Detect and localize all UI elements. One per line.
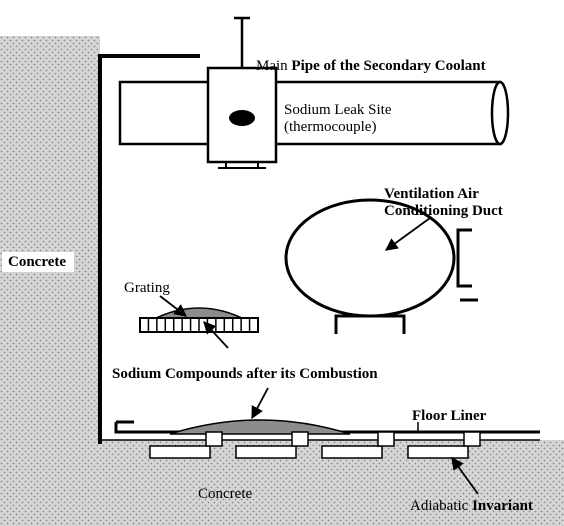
label-compounds: Sodium Compounds after its Combustion (112, 366, 378, 383)
sodium-leak-site (229, 110, 255, 126)
text-line2: Conditioning Duct (384, 203, 503, 220)
label-grating: Grating (124, 280, 170, 297)
label-adiabatic: Adiabatic Invariant (410, 498, 533, 515)
text: Main (256, 58, 288, 74)
label-leak: Sodium Leak Site (thermocouple) (284, 102, 392, 137)
label-main-pipe: Main Pipe of the Secondary Coolant (256, 58, 486, 75)
pipe-end-cap (492, 82, 508, 144)
diagram-svg (0, 0, 564, 526)
text-bold: Invariant (472, 498, 533, 514)
label-floor-liner: Floor Liner (412, 408, 486, 425)
duct-bracket (458, 230, 472, 286)
text-line1: Ventilation Air (384, 186, 503, 203)
floor-support-slab (150, 446, 210, 458)
text-line2: (thermocouple) (284, 119, 392, 136)
label-concrete-left: Concrete (6, 254, 68, 271)
floor-support-slab (236, 446, 296, 458)
text-bold: Pipe of the Secondary Coolant (291, 58, 485, 74)
diagram-stage: Main Pipe of the Secondary Coolant Sodiu… (0, 0, 564, 526)
text-line1: Sodium Leak Site (284, 102, 392, 119)
duct-base (336, 316, 404, 334)
text: Adiabatic (410, 498, 468, 514)
label-duct: Ventilation Air Conditioning Duct (384, 186, 503, 221)
sodium-pile-on-floor (170, 420, 350, 434)
arrow-to-floor-pile (252, 388, 268, 418)
floor-support-slab (322, 446, 382, 458)
floor-support-slab (408, 446, 468, 458)
label-concrete-bottom: Concrete (198, 486, 252, 503)
